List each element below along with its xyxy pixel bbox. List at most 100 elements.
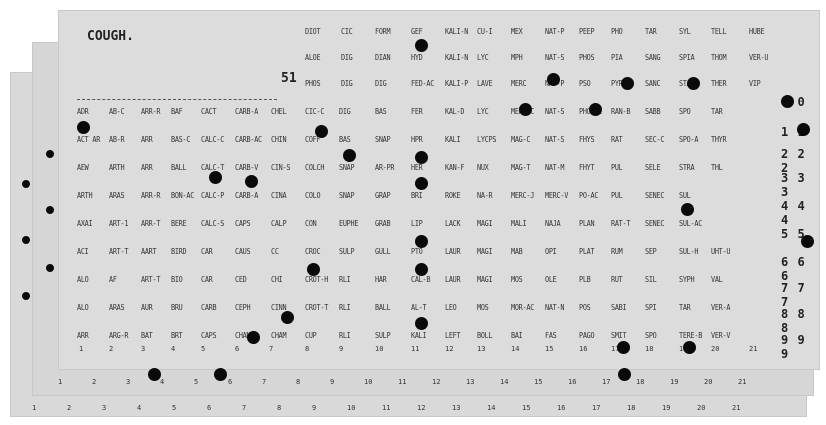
cell-label: FHYS (579, 135, 595, 144)
cell-label: SENEC (645, 191, 665, 200)
cell-label: SNAP (339, 163, 355, 172)
punched-hole (247, 331, 260, 344)
cell-label: CHIN (271, 135, 287, 144)
column-number: 12 (432, 378, 441, 386)
cell-label: FHYT (579, 163, 595, 172)
column-number: 20 (711, 345, 720, 353)
cell-label: POS (579, 303, 591, 312)
cell-label: FORM (375, 27, 391, 36)
cell-label: MOS (477, 303, 489, 312)
cell-label: CAPS (201, 331, 217, 340)
cell-label: KALI (445, 135, 461, 144)
cell-label: PTO (411, 247, 423, 256)
cell-label: CU-I (477, 27, 493, 36)
column-number: 9 (339, 345, 344, 353)
column-number: 10 (364, 378, 373, 386)
cell-label: PIA (611, 53, 623, 62)
cell-label: CARB-A (235, 191, 259, 200)
punched-hole (148, 368, 161, 381)
cell-label: LACK (445, 219, 461, 228)
cell-label: RLI (339, 331, 351, 340)
cell-label: FER (411, 107, 423, 116)
column-number: 16 (557, 404, 566, 412)
cell-label: TELL (711, 27, 727, 36)
cell-label: STAP (679, 79, 695, 88)
cell-label: SPI (645, 303, 657, 312)
column-number: 8 (305, 345, 310, 353)
column-number: 14 (511, 345, 520, 353)
cell-label: NAT-S (545, 53, 565, 62)
cell-label: CAR (201, 275, 213, 284)
cell-label: SULP (339, 247, 355, 256)
cell-label: PO-AC (579, 191, 599, 200)
cell-label: LAVE (477, 79, 493, 88)
cell-label: SNAP (375, 135, 391, 144)
column-number: 19 (662, 404, 671, 412)
cell-label: VER-V (711, 331, 731, 340)
column-number: 17 (611, 345, 620, 353)
row-number: 3 3 3 (781, 171, 806, 199)
punched-hole (209, 171, 222, 184)
cell-label: KALI-N (445, 27, 469, 36)
cell-label: PLAT (579, 247, 595, 256)
cell-label: CALC-C (201, 135, 225, 144)
cell-label: CROT-H (305, 275, 329, 284)
cell-label: AUR (141, 303, 153, 312)
cell-label: DIG (375, 79, 387, 88)
column-number: 10 (375, 345, 384, 353)
cell-label: SNAP (339, 191, 355, 200)
cell-label: RAN-B (611, 107, 631, 116)
column-number: 1 (58, 378, 63, 386)
cell-label: THER (711, 79, 727, 88)
column-number: 14 (487, 404, 496, 412)
cell-label: ALOE (305, 53, 321, 62)
punched-hole (415, 317, 428, 330)
cell-label: SMIT (611, 331, 627, 340)
cell-label: GRAP (375, 191, 391, 200)
cell-label: TAR (711, 107, 723, 116)
cell-label: PLAN (579, 219, 595, 228)
cell-label: PHOS (305, 79, 321, 88)
cell-label: OPI (545, 247, 557, 256)
cell-label: KAL-D (445, 107, 465, 116)
cell-label: MAG-C (511, 135, 531, 144)
cell-label: ART-T (109, 247, 129, 256)
card-number: 51 (281, 71, 297, 86)
cell-label: THOM (711, 53, 727, 62)
cell-label: CIN-S (271, 163, 291, 172)
cell-label: ALO (77, 303, 89, 312)
column-number: 1 (79, 345, 84, 353)
cell-label: ARTH (109, 163, 125, 172)
cell-label: ARAS (109, 191, 125, 200)
cell-label: BAS (339, 135, 351, 144)
cell-label: BALL (171, 163, 187, 172)
punched-hole (46, 150, 54, 158)
cell-label: MPH (511, 53, 523, 62)
cell-label: AR-PR (375, 163, 395, 172)
column-number: 3 (102, 404, 107, 412)
punched-hole (415, 151, 428, 164)
cell-label: MERC-J (511, 191, 535, 200)
cell-label: MAG-T (511, 163, 531, 172)
cell-label: AXAI (77, 219, 93, 228)
cell-label: BIRD (171, 247, 187, 256)
cell-label: RAT (611, 135, 623, 144)
punched-hole (797, 123, 810, 136)
column-number: 7 (242, 404, 247, 412)
punched-hole (547, 73, 560, 86)
punched-hole (46, 264, 54, 272)
cell-label: CEPH (235, 303, 251, 312)
punched-hole (22, 180, 30, 188)
cell-label: CINN (271, 303, 287, 312)
cell-label: CALC-P (201, 191, 225, 200)
cell-label: PHO (611, 27, 623, 36)
cell-label: CIC-C (305, 107, 325, 116)
cell-label: SUL-H (679, 247, 699, 256)
punched-hole (214, 368, 227, 381)
punched-hole (46, 206, 54, 214)
cell-label: CALC-T (201, 163, 225, 172)
cell-label: NAT-S (545, 135, 565, 144)
column-number: 3 (141, 345, 146, 353)
cell-label: DIOT (305, 27, 321, 36)
cell-label: FAS (545, 331, 557, 340)
